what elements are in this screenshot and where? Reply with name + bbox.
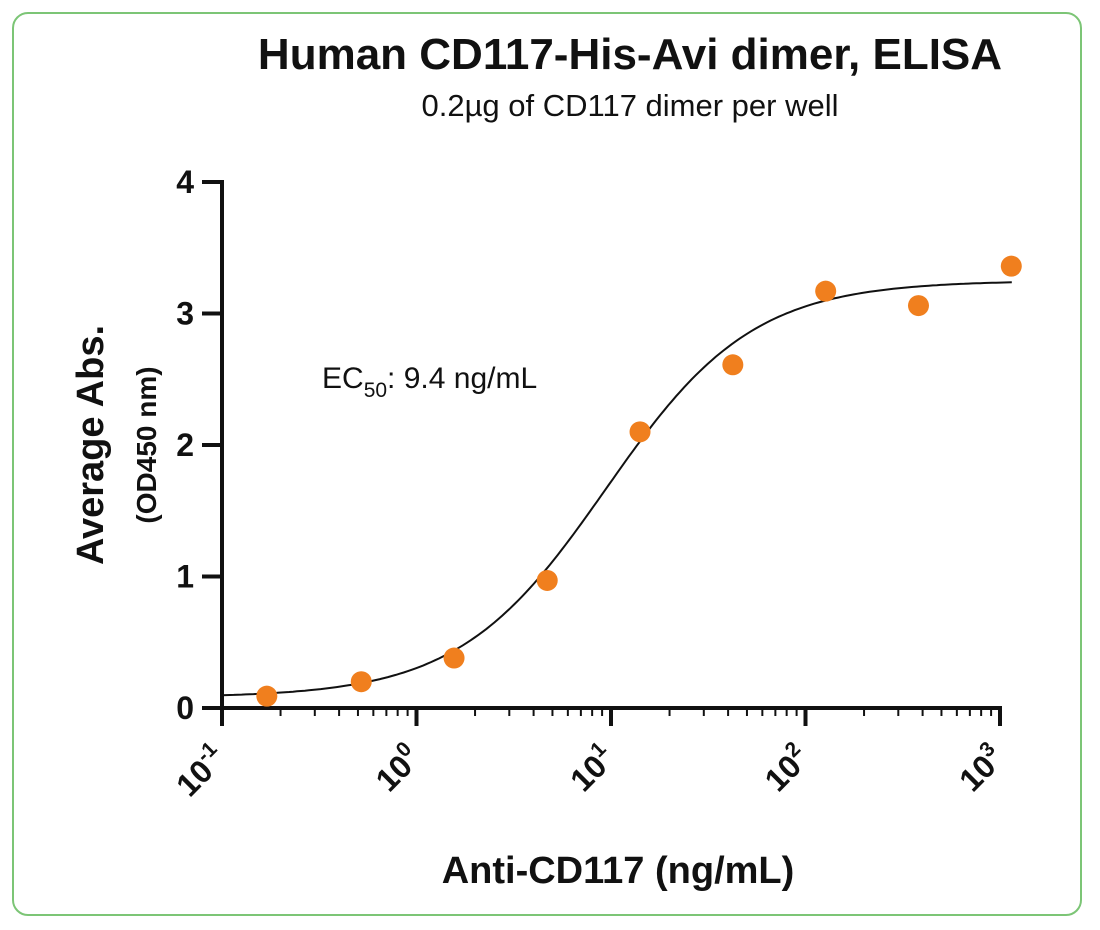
chart-frame <box>12 12 1082 916</box>
x-tick-label: 10-1 <box>167 737 233 803</box>
fit-curve <box>221 281 1012 697</box>
svg-text:100: 100 <box>366 737 427 798</box>
y-tick-label: 2 <box>176 427 194 463</box>
data-point <box>536 569 558 591</box>
data-point <box>815 280 837 302</box>
data-point <box>256 685 278 707</box>
data-point <box>443 647 465 669</box>
data-point <box>722 354 744 376</box>
y-axis-subtitle: (OD450 nm) <box>131 366 162 523</box>
svg-text:102: 102 <box>755 737 816 798</box>
y-tick-label: 0 <box>176 690 194 726</box>
chart-title: Human CD117-His-Avi dimer, ELISA <box>257 30 1003 79</box>
data-point <box>907 295 929 317</box>
ec50-annotation: EC50: 9.4 ng/mL <box>322 362 537 402</box>
y-tick-label: 4 <box>176 164 194 200</box>
data-point <box>629 421 651 443</box>
x-axis-title: Anti-CD117 (ng/mL) <box>442 850 795 892</box>
data-point <box>1000 255 1022 277</box>
x-tick-label: 100 <box>366 737 427 798</box>
y-axis-title: Average Abs. <box>70 325 112 565</box>
x-tick-label: 102 <box>755 737 816 798</box>
svg-text:10-1: 10-1 <box>167 737 233 803</box>
svg-text:101: 101 <box>561 737 622 798</box>
y-tick-label: 1 <box>176 559 194 595</box>
chart-subtitle: 0.2µg of CD117 dimer per well <box>421 88 839 123</box>
data-point <box>350 671 372 693</box>
x-tick-label: 103 <box>950 737 1011 798</box>
x-tick-label: 101 <box>561 737 622 798</box>
y-tick-label: 3 <box>176 296 194 332</box>
svg-text:103: 103 <box>950 737 1011 798</box>
